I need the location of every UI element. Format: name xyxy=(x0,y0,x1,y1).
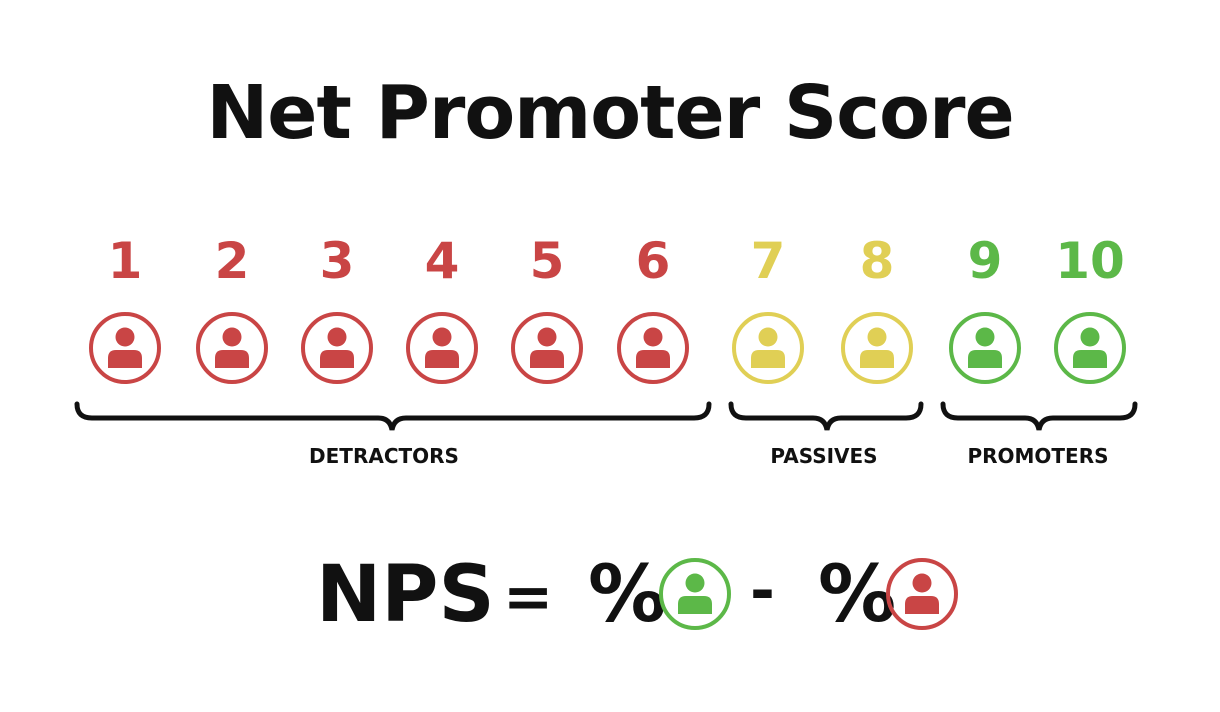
score-4: 4 xyxy=(424,232,460,290)
person-icon xyxy=(194,310,270,386)
page-title: Net Promoter Score xyxy=(206,70,1014,156)
score-10: 10 xyxy=(1055,232,1125,290)
score-3: 3 xyxy=(319,232,355,290)
promoters-label: PROMOTERS xyxy=(967,444,1109,468)
score-1: 1 xyxy=(107,232,143,290)
nps-label: NPS xyxy=(316,550,495,640)
minus-sign: - xyxy=(750,556,775,626)
percent-sign-promoters: % xyxy=(588,550,667,640)
person-icon xyxy=(730,310,806,386)
percent-sign-detractors: % xyxy=(818,550,897,640)
score-7: 7 xyxy=(750,232,786,290)
score-6: 6 xyxy=(635,232,671,290)
person-icon xyxy=(615,310,691,386)
person-icon xyxy=(404,310,480,386)
person-icon xyxy=(299,310,375,386)
score-2: 2 xyxy=(214,232,250,290)
score-5: 5 xyxy=(529,232,565,290)
promoters-bracket xyxy=(940,401,1138,431)
passives-bracket xyxy=(728,401,924,431)
equals-sign: = xyxy=(503,562,554,632)
person-icon xyxy=(947,310,1023,386)
promoter-person-icon xyxy=(657,556,733,632)
detractors-bracket xyxy=(74,401,712,431)
detractor-person-icon xyxy=(884,556,960,632)
person-icon xyxy=(839,310,915,386)
score-9: 9 xyxy=(967,232,1003,290)
person-icon xyxy=(87,310,163,386)
person-icon xyxy=(509,310,585,386)
detractors-label: DETRACTORS xyxy=(309,444,459,468)
passives-label: PASSIVES xyxy=(770,444,878,468)
person-icon xyxy=(1052,310,1128,386)
score-8: 8 xyxy=(859,232,895,290)
